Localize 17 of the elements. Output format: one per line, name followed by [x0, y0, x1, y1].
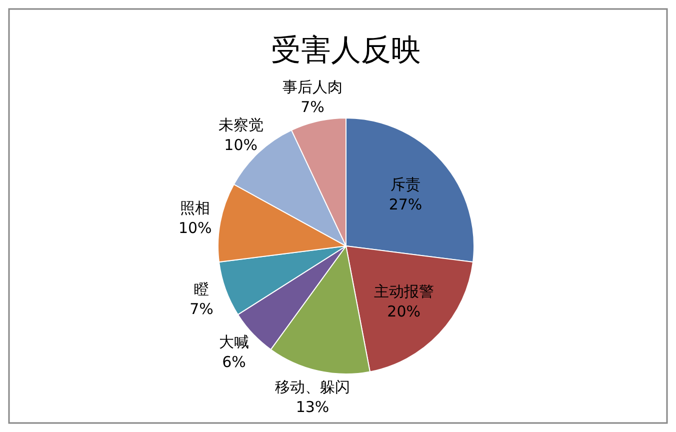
slice-label: 未察觉: [218, 116, 264, 134]
slice-label: 主动报警: [374, 282, 434, 300]
data-label: 7%: [190, 300, 214, 318]
data-label: 10%: [224, 136, 258, 154]
slice-label: 事后人肉: [282, 78, 342, 96]
chart-title: 受害人反映: [271, 33, 421, 68]
data-label: 27%: [388, 196, 422, 214]
data-label: 20%: [387, 302, 421, 320]
slice-label: 瞪: [194, 280, 209, 298]
data-label: 10%: [178, 219, 212, 238]
slice-label: 斥责: [390, 176, 421, 194]
data-label: 6%: [222, 353, 246, 372]
data-label: 13%: [296, 398, 330, 416]
slice-label: 移动、躲闪: [274, 378, 350, 396]
slice-label: 大喊: [219, 333, 250, 352]
data-label: 7%: [300, 98, 324, 116]
slice-label: 照相: [180, 199, 210, 218]
